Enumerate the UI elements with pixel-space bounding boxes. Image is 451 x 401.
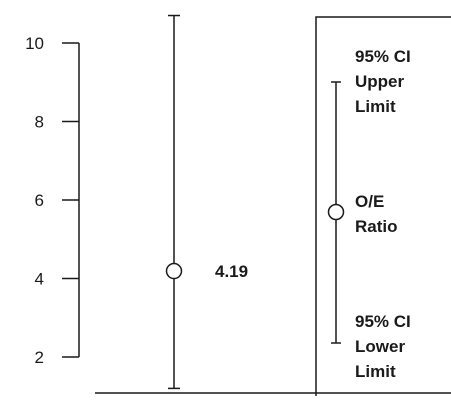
estimate-marker [165,262,183,280]
y-tick-label: 4 [35,270,44,289]
legend-center-line-2: Ratio [355,217,398,236]
y-tick-label: 8 [35,113,44,132]
legend-upper-line-2: Upper [355,72,405,91]
plot-marks: 4.19 [165,14,248,390]
legend-lower-line-2: Lower [355,337,405,356]
legend-center-line-1: O/E [355,192,384,211]
legend-ratio-marker [327,203,345,221]
estimate-value-label: 4.19 [215,262,248,281]
legend-upper-line-3: Limit [355,97,396,116]
legend: 95% CI Upper Limit O/E Ratio 95% CI Lowe… [315,16,451,401]
legend-lower-line-3: Limit [355,362,396,381]
legend-lower-line-1: 95% CI [355,312,411,331]
y-tick-label: 6 [35,191,44,210]
y-axis: 2 4 6 8 10 [25,34,451,394]
legend-box [315,16,451,401]
y-tick-label: 10 [25,34,44,53]
legend-upper-line-1: 95% CI [355,47,411,66]
y-tick-label: 2 [35,348,44,367]
